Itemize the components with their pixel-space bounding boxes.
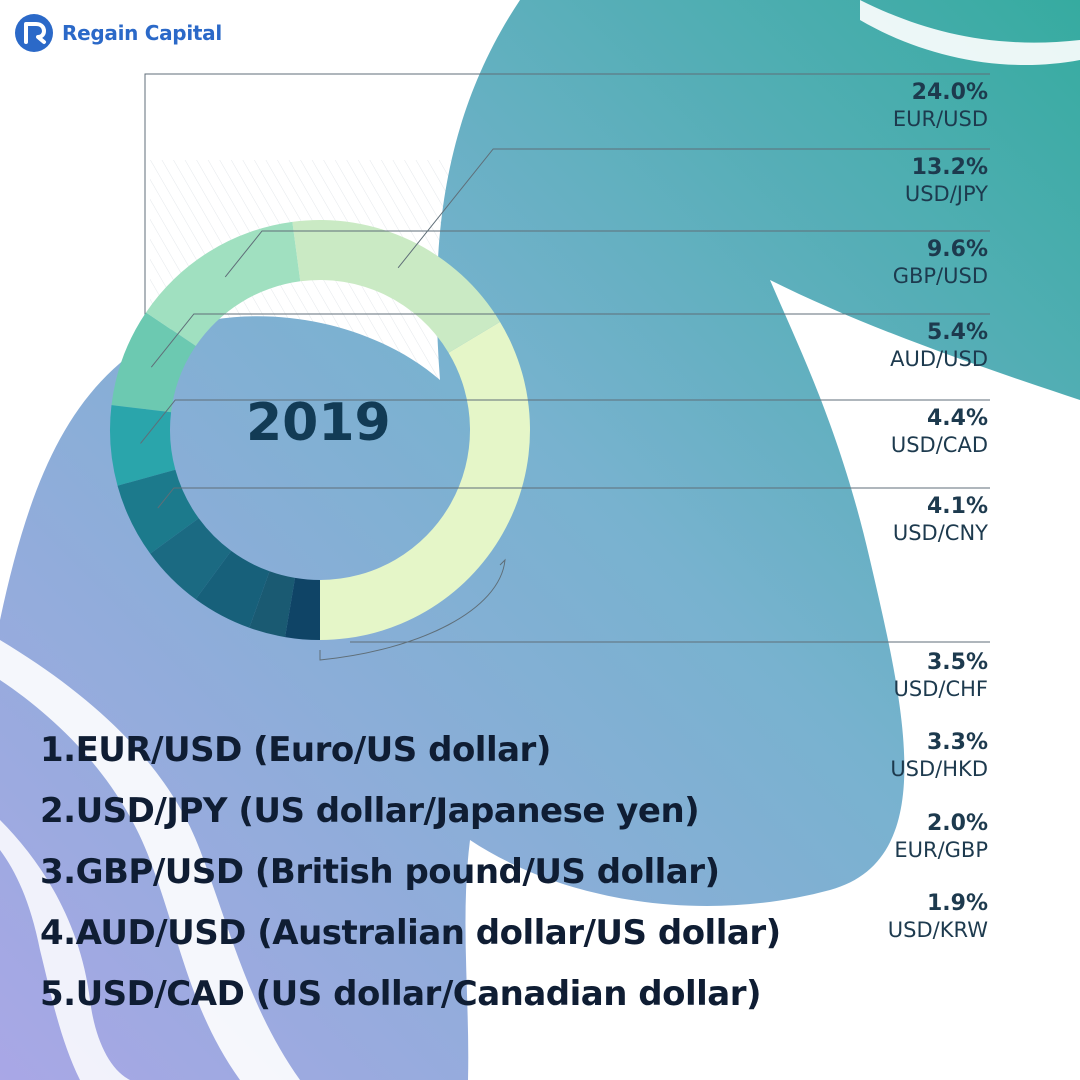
- donut-slice-eur-usd: [320, 321, 530, 640]
- legend-value: 13.2%: [911, 155, 988, 180]
- donut-slice-usd-krw: [285, 577, 320, 640]
- legend-value: 9.6%: [926, 237, 988, 262]
- donut-slice-eur-gbp: [249, 571, 296, 638]
- donut-center-label: 2019: [246, 393, 391, 453]
- leader-line: [157, 487, 990, 509]
- legend-value: 3.5%: [926, 650, 988, 675]
- legend-value: 5.4%: [926, 320, 988, 345]
- donut-slice-gbp-usd: [145, 221, 301, 347]
- brand-name: Regain Capital: [62, 21, 222, 45]
- top-pair-item: 5.USD/CAD (US dollar/Canadian dollar): [40, 974, 762, 1014]
- legend-value: 2.0%: [926, 811, 988, 836]
- legend-label: USD/CHF: [893, 677, 988, 701]
- brand: Regain Capital: [14, 13, 222, 53]
- legend-label: EUR/USD: [892, 107, 988, 131]
- leader-line: [397, 148, 990, 269]
- legend-value: 1.9%: [926, 891, 988, 916]
- legend-item-eur-gbp: 2.0% EUR/GBP: [894, 811, 988, 863]
- donut-slice-usd-jpy: [292, 220, 500, 353]
- legend-label: USD/CNY: [892, 521, 988, 545]
- legend-value: 4.1%: [926, 494, 988, 519]
- top-pairs-list: 1.EUR/USD (Euro/US dollar) 2.USD/JPY (US…: [40, 722, 781, 1027]
- legend-label: USD/JPY: [904, 182, 988, 206]
- legend-value: 3.3%: [926, 730, 988, 755]
- donut-slice-usd-hkd: [195, 550, 270, 628]
- leader-line: [224, 230, 990, 278]
- legend-label: EUR/GBP: [894, 838, 988, 862]
- small-slices-bracket: [319, 558, 990, 661]
- donut-slice-usd-cad: [109, 405, 176, 486]
- top-pair-item: 4.AUD/USD (Australian dollar/US dollar): [40, 913, 781, 953]
- top-pair-item: 2.USD/JPY (US dollar/Japanese yen): [40, 791, 700, 831]
- legend-item-usd-krw: 1.9% USD/KRW: [888, 891, 988, 943]
- leader-line: [140, 399, 990, 444]
- donut-slice-usd-chf: [150, 518, 232, 600]
- legend-item-usd-jpy: 13.2% USD/JPY: [905, 155, 988, 207]
- legend-item-usd-cad: 4.4% USD/CAD: [891, 406, 988, 458]
- legend-label: GBP/USD: [892, 264, 988, 288]
- donut-slice-usd-cny: [117, 469, 199, 554]
- regain-logo-icon: [15, 14, 53, 52]
- leader-line: [144, 73, 990, 425]
- legend-label: AUD/USD: [890, 347, 988, 371]
- legend-item-usd-chf: 3.5% USD/CHF: [894, 650, 988, 702]
- legend-item-aud-usd: 5.4% AUD/USD: [890, 320, 988, 372]
- legend-label: USD/HKD: [890, 757, 988, 781]
- legend-item-usd-hkd: 3.3% USD/HKD: [890, 730, 988, 782]
- legend-label: USD/CAD: [890, 433, 988, 457]
- leader-line: [150, 313, 990, 368]
- legend-label: USD/KRW: [887, 918, 988, 942]
- top-pair-item: 3.GBP/USD (British pound/US dollar): [40, 852, 720, 892]
- legend-item-gbp-usd: 9.6% GBP/USD: [893, 237, 988, 289]
- legend-item-usd-cny: 4.1% USD/CNY: [893, 494, 988, 546]
- legend-item-eur-usd: 24.0% EUR/USD: [893, 80, 988, 132]
- legend-value: 24.0%: [911, 80, 988, 105]
- legend-value: 4.4%: [926, 406, 988, 431]
- top-pair-item: 1.EUR/USD (Euro/US dollar): [40, 730, 551, 770]
